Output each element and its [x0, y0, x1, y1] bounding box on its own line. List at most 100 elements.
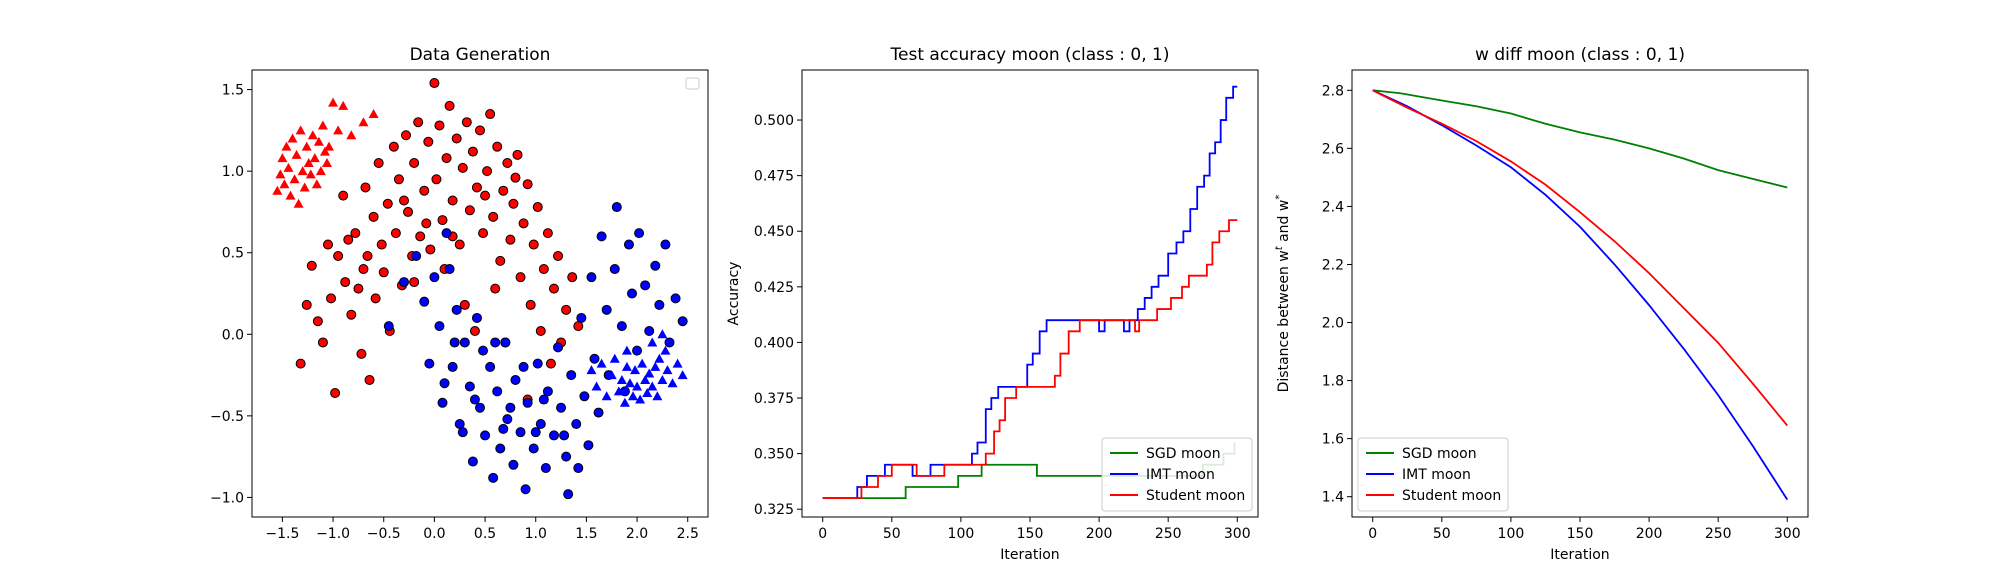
scatter-point — [431, 174, 442, 185]
triangle-point — [632, 381, 643, 391]
triangle-point — [277, 153, 288, 163]
series-2 — [822, 85, 1238, 499]
x-tick-label: 0 — [1368, 526, 1377, 542]
scatter-point — [485, 361, 496, 372]
y-tick-label: −0.5 — [210, 409, 244, 425]
y-tick-label: 0.475 — [754, 169, 794, 185]
scatter-point — [660, 239, 671, 250]
scatter-point — [444, 264, 455, 275]
scatter-point — [419, 185, 430, 196]
series-2 — [383, 202, 688, 500]
scatter-point — [478, 228, 489, 239]
series-1 — [295, 78, 584, 405]
triangle-point — [667, 378, 678, 388]
triangle-point — [285, 190, 296, 200]
scatter-point — [301, 299, 312, 310]
scatter-point — [376, 239, 387, 250]
triangle-point — [621, 361, 632, 371]
scatter-point — [356, 348, 367, 359]
series-line — [1372, 89, 1789, 501]
scatter-point — [464, 381, 475, 392]
y-tick-label: 0.0 — [222, 327, 244, 343]
triangle-point — [311, 179, 322, 189]
series-line — [822, 85, 1238, 499]
scatter-point — [654, 299, 665, 310]
legend-label: IMT moon — [1146, 467, 1215, 483]
scatter-point — [532, 202, 543, 213]
triangle-point — [650, 361, 661, 371]
legend-box — [685, 77, 700, 90]
legend: SGD moon IMT moon Student moon — [1357, 437, 1509, 512]
legend-label: Student moon — [1402, 488, 1501, 504]
y-tick-label: 2.0 — [1322, 316, 1344, 332]
scatter-point — [401, 130, 412, 141]
scatter-point — [623, 239, 634, 250]
x-tick-label: 50 — [883, 526, 901, 542]
chart-title: Test accuracy moon (class : 0, 1) — [890, 45, 1170, 65]
scatter-point — [362, 250, 373, 261]
triangle-point — [606, 370, 617, 380]
scatter-point — [583, 440, 594, 451]
scatter-point — [561, 304, 572, 315]
scatter-point — [413, 117, 424, 128]
scatter-point — [317, 337, 328, 348]
triangle-point — [616, 374, 627, 384]
scatter-point — [505, 234, 516, 245]
triangle-point — [301, 141, 312, 151]
triangle-point — [346, 130, 357, 140]
triangle-point — [591, 381, 602, 391]
legend-label: Student moon — [1146, 488, 1245, 504]
scatter-point — [471, 182, 482, 193]
x-tick-label: 0.5 — [474, 526, 496, 542]
scatter-point — [451, 304, 462, 315]
scatter-point — [399, 195, 409, 206]
legend-box — [1357, 437, 1509, 512]
triangle-point — [662, 365, 673, 375]
scatter-point — [457, 427, 468, 438]
triangle-point — [654, 353, 665, 363]
scatter-point — [424, 358, 435, 369]
scatter-point — [500, 337, 511, 348]
scatter-point — [323, 239, 333, 250]
scatter-point — [553, 250, 564, 261]
scatter-point — [421, 218, 432, 229]
scatter-point — [530, 427, 541, 438]
scatter-point — [444, 100, 455, 111]
scatter-point — [677, 316, 688, 327]
scatter-point — [495, 443, 506, 454]
scatter-point — [609, 264, 620, 275]
scatter-point — [419, 296, 430, 307]
chart-title: w diff moon (class : 0, 1) — [1475, 45, 1685, 65]
x-tick-label: 1.5 — [575, 526, 597, 542]
triangle-point — [644, 368, 655, 378]
scatter-point — [390, 228, 401, 239]
triangle-point — [601, 391, 612, 401]
scatter-point — [403, 206, 414, 217]
scatter-point — [378, 267, 389, 278]
scatter-point — [561, 451, 572, 462]
scatter-point — [437, 397, 448, 408]
scatter-point — [508, 459, 519, 470]
x-tick-label: 300 — [1774, 526, 1801, 542]
triangle-point — [283, 162, 294, 172]
scatter-point — [492, 141, 503, 152]
triangle-point — [338, 100, 349, 110]
scatter-point — [382, 198, 393, 209]
y-tick-label: 0.400 — [754, 335, 794, 351]
scatter-point — [459, 337, 470, 348]
scatter-point — [522, 397, 533, 408]
y-tick-label: 2.8 — [1322, 83, 1344, 99]
triangle-point — [613, 386, 624, 396]
x-tick-label: −1.5 — [265, 526, 299, 542]
triangle-point — [313, 136, 324, 146]
scatter-point — [441, 228, 452, 239]
y-tick-label: 1.4 — [1322, 490, 1344, 506]
scatter-point — [439, 378, 450, 389]
scatter-point — [368, 211, 379, 222]
scatter-point — [306, 260, 317, 271]
x-tick-label: 300 — [1224, 526, 1251, 542]
x-tick-label: 150 — [1017, 526, 1044, 542]
scatter-point — [535, 326, 546, 337]
scatter-point — [447, 195, 458, 206]
scatter-point — [480, 430, 491, 441]
